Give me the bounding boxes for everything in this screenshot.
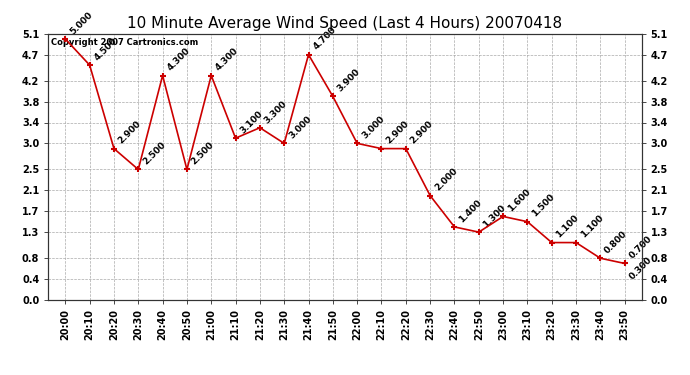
Text: 2.900: 2.900 [384,120,411,146]
Text: 1.400: 1.400 [457,198,484,224]
Text: 3.300: 3.300 [263,99,289,125]
Text: 1.600: 1.600 [506,188,532,214]
Text: Copyright 2007 Cartronics.com: Copyright 2007 Cartronics.com [51,38,199,47]
Text: 2.900: 2.900 [408,120,435,146]
Text: 0.300: 0.300 [627,255,653,282]
Text: 2.500: 2.500 [141,141,167,167]
Text: 3.000: 3.000 [360,114,386,141]
Text: 4.700: 4.700 [311,26,337,52]
Text: 3.000: 3.000 [287,114,313,141]
Text: 4.300: 4.300 [214,46,240,73]
Text: 1.100: 1.100 [555,213,581,240]
Text: 3.100: 3.100 [238,109,264,135]
Title: 10 Minute Average Wind Speed (Last 4 Hours) 20070418: 10 Minute Average Wind Speed (Last 4 Hou… [128,16,562,31]
Text: 1.500: 1.500 [530,193,556,219]
Text: 2.000: 2.000 [433,166,459,193]
Text: 3.900: 3.900 [335,67,362,94]
Text: 5.000: 5.000 [68,10,95,36]
Text: 0.800: 0.800 [603,229,629,255]
Text: 2.900: 2.900 [117,120,143,146]
Text: 4.300: 4.300 [166,46,192,73]
Text: 1.300: 1.300 [482,203,508,229]
Text: 2.500: 2.500 [190,141,216,167]
Text: 0.700: 0.700 [627,234,653,261]
Text: 1.100: 1.100 [579,213,605,240]
Text: 4.500: 4.500 [92,36,119,62]
